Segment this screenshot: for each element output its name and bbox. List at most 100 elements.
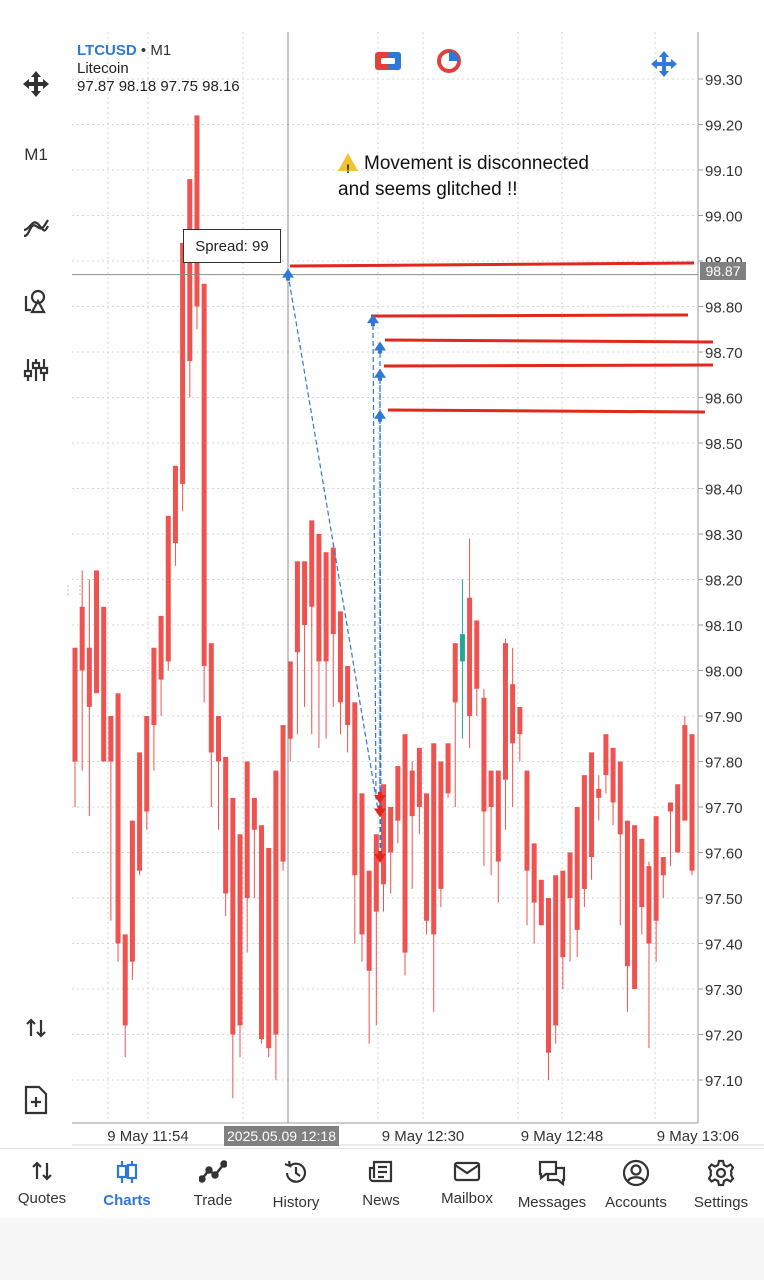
- nav-mailbox[interactable]: Mailbox: [432, 1149, 502, 1219]
- price-tick-label: 98.50: [705, 436, 743, 453]
- candle-body: [345, 665, 351, 726]
- candle-body: [352, 702, 358, 876]
- annotation-line-2: and seems glitched !!: [338, 179, 518, 200]
- nav-news[interactable]: News: [346, 1149, 416, 1219]
- candle-body: [452, 643, 458, 703]
- quotes-icon: [32, 1161, 52, 1181]
- candle-body: [574, 807, 580, 930]
- candle-body: [259, 825, 265, 1040]
- document-plus-icon[interactable]: [14, 1078, 58, 1122]
- candle-body: [115, 693, 121, 944]
- system-nav-area: [0, 1218, 764, 1280]
- shapes-icon[interactable]: [14, 279, 58, 323]
- candle-body: [294, 561, 300, 653]
- crosshair-move-icon[interactable]: [14, 62, 58, 106]
- price-tick-label: 98.10: [705, 618, 743, 635]
- candle-body: [151, 647, 157, 726]
- candle-body: [546, 898, 552, 1053]
- candle-body: [653, 816, 659, 921]
- price-tick-label: 98.30: [705, 527, 743, 544]
- candle-body: [366, 870, 372, 971]
- nav-trade-label: Trade: [193, 1192, 233, 1209]
- price-tick-label: 98.20: [705, 573, 743, 590]
- candle-body: [624, 820, 630, 967]
- candle-body: [474, 620, 480, 689]
- timeframe-button[interactable]: M1: [14, 133, 58, 177]
- nav-accounts[interactable]: Accounts: [598, 1149, 674, 1219]
- price-chart[interactable]: ⋮⋮ 99.3099.2099.1099.0098.9098.8098.7098…: [0, 0, 764, 1148]
- price-tick-label: 98.80: [705, 300, 743, 317]
- trade-connector-line: [287, 273, 379, 811]
- price-tick-label: 98.60: [705, 391, 743, 408]
- nav-history-label: History: [272, 1194, 320, 1211]
- candle-body: [316, 534, 322, 662]
- symbol-ticker[interactable]: LTCUSD: [77, 42, 137, 59]
- candle-body: [488, 770, 494, 807]
- candle-body: [416, 747, 422, 807]
- price-tick-label: 98.40: [705, 482, 743, 499]
- nav-messages[interactable]: Messages: [512, 1149, 592, 1219]
- candle-body: [424, 793, 430, 921]
- candle-body: [667, 802, 673, 812]
- candle-body: [94, 570, 100, 694]
- crosshair-time-tag: 2025.05.09 12:18: [224, 1126, 339, 1146]
- nav-trade[interactable]: Trade: [178, 1149, 248, 1219]
- up-down-arrows-icon[interactable]: [14, 1006, 58, 1050]
- nav-history[interactable]: History: [261, 1149, 331, 1219]
- candle-body: [230, 797, 236, 1035]
- candle-body: [675, 784, 681, 853]
- nav-news-label: News: [362, 1192, 400, 1209]
- move-chart-icon[interactable]: [650, 50, 680, 77]
- sliders-icon[interactable]: [14, 348, 58, 392]
- current-price-tag: 98.87: [700, 262, 746, 280]
- candle-body: [122, 934, 128, 1026]
- sell-arrow-icon: [374, 851, 386, 864]
- candle-body: [381, 784, 386, 885]
- spread-label: Spread: 99: [183, 229, 281, 263]
- candle-body: [144, 716, 150, 812]
- candle-body: [617, 761, 623, 835]
- price-tick-label: 97.90: [705, 709, 743, 726]
- nav-messages-label: Messages: [517, 1194, 587, 1211]
- candle-body: [302, 561, 308, 625]
- candle-body: [495, 770, 501, 862]
- sell-arrow-icon: [374, 805, 386, 818]
- depth-of-market-icon[interactable]: [434, 48, 464, 74]
- drawn-level-line: [387, 408, 706, 414]
- history-icon: [284, 1160, 307, 1183]
- price-tick-label: 97.10: [705, 1073, 743, 1090]
- nav-settings[interactable]: Settings: [686, 1149, 756, 1219]
- symbol-timeframe: M1: [150, 42, 172, 59]
- candle-body: [445, 743, 451, 794]
- candle-body: [215, 716, 221, 762]
- candle-body: [388, 807, 394, 853]
- candle-body: [581, 775, 587, 889]
- nav-mailbox-label: Mailbox: [441, 1190, 493, 1207]
- candle-body: [395, 766, 401, 821]
- nav-charts[interactable]: Charts: [92, 1149, 162, 1219]
- candle-body: [129, 820, 135, 962]
- indicator-icon[interactable]: [14, 206, 58, 250]
- candle-body: [517, 706, 523, 735]
- one-click-trading-icon[interactable]: [373, 48, 403, 74]
- time-tick-label: 9 May 12:30: [382, 1128, 465, 1145]
- candle-body: [639, 838, 645, 908]
- candle-body: [524, 770, 530, 871]
- candle-body: [553, 875, 559, 1026]
- candle-body: [251, 797, 257, 830]
- price-tick-label: 97.30: [705, 982, 743, 999]
- candle-body: [330, 547, 336, 635]
- nav-quotes[interactable]: Quotes: [8, 1149, 76, 1219]
- drawn-level-line: [383, 363, 714, 368]
- candle-body: [108, 716, 114, 762]
- buy-arrow-icon: [374, 409, 386, 422]
- candle-body: [431, 743, 437, 935]
- price-tick-label: 99.20: [705, 118, 743, 135]
- candle-body: [373, 834, 379, 912]
- price-tick-label: 98.70: [705, 345, 743, 362]
- candle-body: [86, 647, 92, 707]
- candle-body: [682, 725, 688, 821]
- price-tick-label: 97.80: [705, 755, 743, 772]
- candle-body: [208, 643, 214, 753]
- charts-icon: [116, 1161, 138, 1183]
